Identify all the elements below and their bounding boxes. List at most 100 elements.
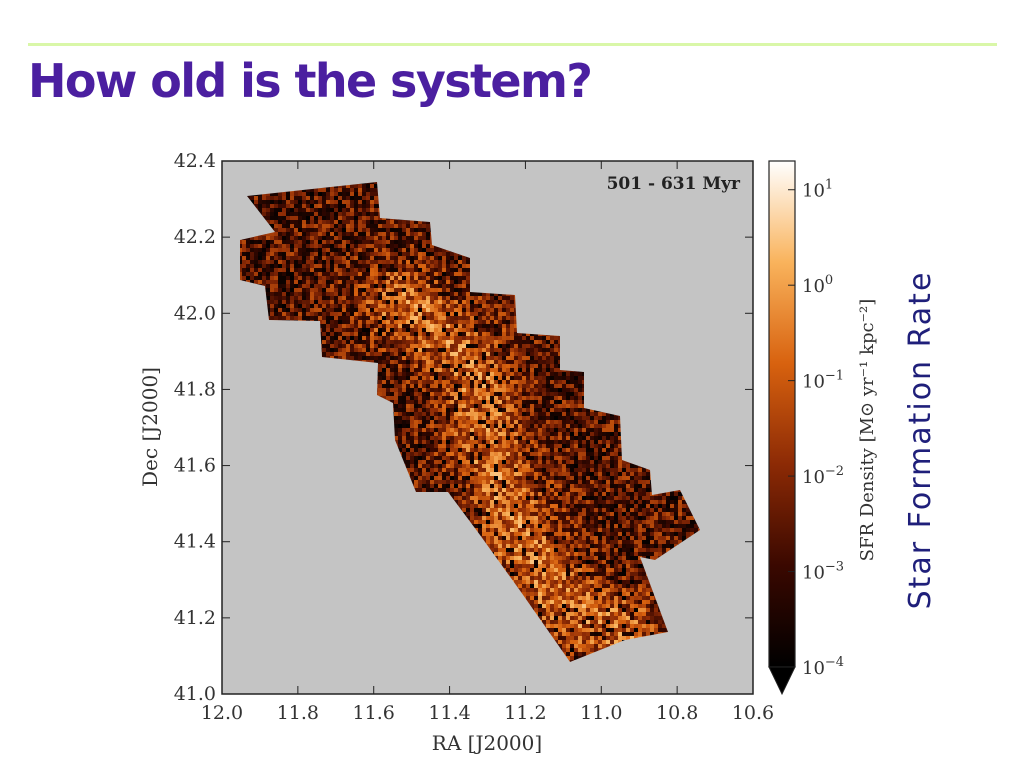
sfr-pixel [258, 200, 262, 204]
sfr-pixel [326, 292, 330, 296]
sfr-pixel [410, 272, 414, 276]
sfr-pixel [382, 344, 386, 348]
sfr-pixel [374, 292, 378, 296]
sfr-pixel [378, 288, 382, 292]
sfr-pixel [454, 284, 458, 288]
sfr-pixel [298, 316, 302, 320]
sfr-pixel [354, 204, 358, 208]
sfr-pixel [350, 292, 354, 296]
sfr-pixel [318, 284, 322, 288]
sfr-pixel [306, 296, 310, 300]
sfr-pixel [342, 288, 346, 292]
sfr-pixel [422, 328, 426, 332]
sfr-pixel [350, 324, 354, 328]
sfr-pixel [414, 332, 418, 336]
sfr-pixel [390, 236, 394, 240]
sfr-pixel [258, 252, 262, 256]
sfr-pixel [310, 216, 314, 220]
sfr-pixel [326, 192, 330, 196]
sfr-pixel [414, 248, 418, 252]
sfr-pixel [286, 252, 290, 256]
sfr-pixel [318, 260, 322, 264]
sfr-pixel [470, 336, 474, 340]
sfr-pixel [470, 296, 474, 300]
sfr-pixel [406, 228, 410, 232]
sfr-pixel [318, 200, 322, 204]
sfr-pixel [466, 292, 470, 296]
sfr-pixel [258, 272, 262, 276]
sfr-pixel [274, 252, 278, 256]
sfr-pixel [458, 292, 462, 296]
sfr-pixel [334, 256, 338, 260]
sfr-pixel [334, 320, 338, 324]
sfr-pixel [430, 336, 434, 340]
slide-title: How old is the system? [28, 54, 593, 108]
sfr-pixel [262, 196, 266, 200]
sfr-pixel [366, 232, 370, 236]
sfr-pixel [390, 308, 394, 312]
sfr-pixel [330, 244, 334, 248]
sfr-pixel [346, 348, 350, 352]
sfr-pixel [354, 224, 358, 228]
sfr-pixel [442, 308, 446, 312]
sfr-pixel [346, 216, 350, 220]
sfr-pixel [290, 204, 294, 208]
sfr-pixel [402, 280, 406, 284]
sfr-pixel [318, 292, 322, 296]
sfr-pixel [314, 220, 318, 224]
sfr-pixel [434, 300, 438, 304]
sfr-pixel [322, 272, 326, 276]
sfr-pixel [470, 316, 474, 320]
sfr-pixel [282, 288, 286, 292]
sfr-pixel [250, 264, 254, 268]
sfr-pixel [450, 272, 454, 276]
sfr-pixel [398, 276, 402, 280]
sfr-pixel [462, 332, 466, 336]
sfr-pixel [398, 320, 402, 324]
sfr-pixel [250, 240, 254, 244]
sfr-pixel [454, 256, 458, 260]
sfr-pixel [310, 196, 314, 200]
sfr-pixel [414, 288, 418, 292]
sfr-pixel [322, 188, 326, 192]
sfr-pixel [462, 304, 466, 308]
sfr-pixel [346, 224, 350, 228]
sfr-pixel [446, 288, 450, 292]
sfr-pixel [490, 348, 494, 352]
sfr-pixel [470, 304, 474, 308]
sfr-pixel [506, 336, 510, 340]
sfr-pixel [298, 272, 302, 276]
sfr-pixel [266, 304, 270, 308]
sfr-pixel [342, 252, 346, 256]
sfr-pixel [406, 304, 410, 308]
sfr-pixel [390, 244, 394, 248]
sfr-pixel [350, 256, 354, 260]
sfr-pixel [362, 272, 366, 276]
sfr-pixel [366, 260, 370, 264]
sfr-pixel [362, 264, 366, 268]
sfr-pixel [438, 272, 442, 276]
sfr-pixel [334, 236, 338, 240]
sfr-pixel [358, 332, 362, 336]
sfr-pixel [426, 304, 430, 308]
sfr-pixel [386, 296, 390, 300]
sfr-pixel [494, 344, 498, 348]
sfr-pixel [446, 316, 450, 320]
sfr-pixel [370, 280, 374, 284]
sfr-pixel [378, 228, 382, 232]
sfr-pixel [330, 308, 334, 312]
sfr-pixel [298, 284, 302, 288]
sfr-pixel [346, 332, 350, 336]
sfr-pixel [482, 328, 486, 332]
sfr-pixel [546, 344, 550, 348]
sfr-pixel [314, 200, 318, 204]
sfr-pixel [394, 260, 398, 264]
sfr-pixel [314, 240, 318, 244]
sfr-pixel [450, 332, 454, 336]
sfr-pixel [338, 192, 342, 196]
sfr-pixel [362, 240, 366, 244]
sfr-pixel [422, 296, 426, 300]
sfr-pixel [370, 216, 374, 220]
sfr-pixel [266, 288, 270, 292]
sfr-pixel [402, 312, 406, 316]
